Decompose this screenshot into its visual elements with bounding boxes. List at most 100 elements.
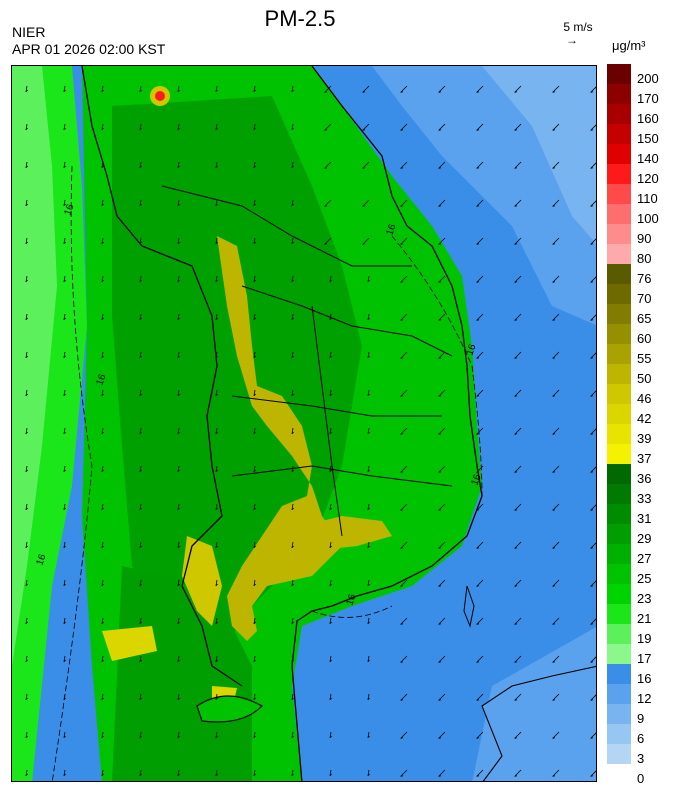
wind-arrow-head (590, 129, 594, 131)
wind-arrow (291, 655, 294, 662)
wind-arrow (514, 541, 522, 549)
wind-arrow (438, 427, 446, 435)
wind-arrow (177, 617, 180, 624)
wind-arrow-head (438, 91, 442, 93)
wind-arrow-head (101, 583, 104, 587)
wind-arrow-head (400, 205, 404, 207)
wind-arrow (552, 161, 560, 169)
wind-arrow (367, 351, 370, 358)
legend-label: 100 (637, 211, 659, 226)
wind-arrow (25, 351, 28, 358)
contour-line-east (391, 235, 483, 497)
wind-arrow-head (101, 279, 104, 283)
wind-arrow (139, 655, 142, 662)
wind-arrow-head (552, 585, 556, 587)
province-border-north (161, 185, 412, 267)
wind-arrow (438, 731, 446, 739)
wind-arrow (101, 655, 104, 662)
wind-arrow (514, 123, 522, 131)
wind-arrow (476, 275, 484, 283)
wind-arrow (291, 465, 294, 472)
wind-arrow-head (101, 697, 104, 701)
wind-reference-arrow-icon: → (566, 33, 578, 47)
wind-arrow (253, 541, 256, 548)
legend-label: 27 (637, 551, 652, 566)
wind-arrow (329, 655, 332, 662)
wind-arrow-head (215, 469, 218, 473)
wind-arrow (552, 541, 560, 549)
wind-arrow-head (438, 547, 442, 549)
wind-arrow (139, 275, 142, 282)
wind-arrow (25, 275, 28, 282)
wind-arrow (514, 389, 522, 397)
wind-arrow-head (367, 279, 370, 283)
wind-arrow (177, 541, 180, 548)
wind-arrow (63, 237, 66, 244)
wind-arrow-head (367, 621, 370, 625)
wind-arrow-head (514, 319, 518, 321)
wind-arrow-head (590, 433, 594, 435)
wind-arrow-head (177, 203, 180, 207)
wind-arrow (362, 237, 370, 245)
wind-arrow (329, 313, 332, 320)
wind-arrow-head (552, 91, 556, 93)
pm25-map[interactable]: 16 16 16 16 16 16 16 (11, 65, 597, 782)
wind-arrow (177, 161, 180, 168)
wind-arrow-head (362, 167, 366, 169)
wind-arrow (552, 275, 560, 283)
wind-arrow (438, 123, 446, 131)
wind-arrow-head (590, 243, 594, 245)
legend-label: 55 (637, 351, 652, 366)
wind-arrow (367, 503, 370, 510)
contour-label: 16 (94, 372, 108, 387)
wind-arrow (514, 427, 522, 435)
wind-arrow (215, 503, 218, 510)
wind-arrow (139, 351, 142, 358)
wind-arrow-head (291, 89, 294, 93)
wind-arrow-head (291, 317, 294, 321)
wind-arrow (63, 579, 66, 586)
wind-arrow-head (438, 243, 442, 245)
legend-label: 16 (637, 671, 652, 686)
legend-label: 90 (637, 231, 652, 246)
wind-arrow-head (139, 697, 142, 701)
wind-arrow-head (476, 623, 480, 625)
wind-arrow (139, 579, 142, 586)
wind-arrow-head (476, 509, 480, 511)
wind-arrow (552, 655, 560, 663)
wind-arrow-head (101, 317, 104, 321)
legend-label: 170 (637, 91, 659, 106)
wind-arrow (25, 503, 28, 510)
wind-arrow-head (324, 205, 328, 207)
wind-arrow (400, 693, 408, 701)
wind-arrow-head (476, 471, 480, 473)
wind-arrow-head (367, 469, 370, 473)
contour-label: 16 (469, 472, 483, 487)
wind-arrow (438, 313, 446, 321)
contour-label: 16 (384, 222, 398, 237)
wind-arrow-head (514, 623, 518, 625)
wind-arrow-head (291, 545, 294, 549)
wind-arrow (63, 313, 66, 320)
legend-label: 39 (637, 431, 652, 446)
wind-arrow (63, 427, 66, 434)
wind-arrow-head (25, 469, 28, 473)
wind-arrow (590, 542, 596, 549)
wind-arrow (253, 769, 256, 776)
wind-arrow-head (25, 773, 28, 777)
west-coastline (81, 66, 243, 687)
wind-arrow (324, 199, 332, 207)
wind-arrow (400, 351, 408, 359)
wind-arrow (215, 427, 218, 434)
wind-arrow-head (590, 623, 594, 625)
wind-arrow-head (438, 661, 442, 663)
wind-arrow (514, 237, 522, 245)
wind-arrow (291, 313, 294, 320)
wind-arrow (291, 693, 294, 700)
wind-arrow (215, 617, 218, 624)
wind-arrow (324, 161, 332, 169)
wind-arrow (25, 237, 28, 244)
wind-arrow-head (63, 545, 66, 549)
wind-arrow-head (25, 241, 28, 245)
wind-arrow-head (367, 697, 370, 701)
